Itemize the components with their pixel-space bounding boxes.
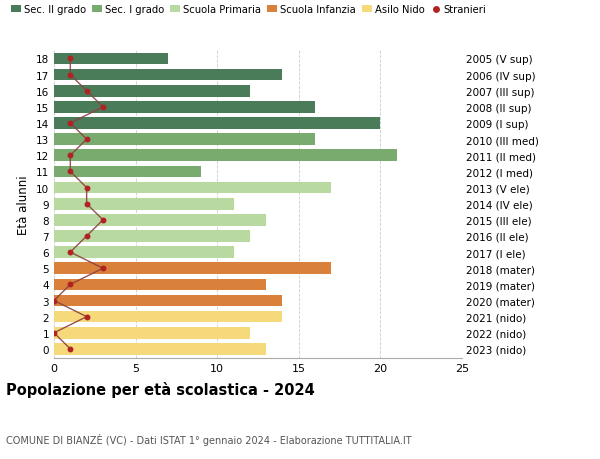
- Bar: [54, 343, 266, 355]
- Bar: [54, 327, 250, 339]
- Text: COMUNE DI BIANZÈ (VC) - Dati ISTAT 1° gennaio 2024 - Elaborazione TUTTITALIA.IT: COMUNE DI BIANZÈ (VC) - Dati ISTAT 1° ge…: [6, 433, 412, 445]
- Bar: [54, 118, 380, 129]
- Bar: [54, 134, 315, 146]
- Point: [65, 120, 75, 128]
- Point: [65, 249, 75, 256]
- Bar: [54, 295, 283, 307]
- Point: [82, 201, 91, 208]
- Point: [49, 297, 59, 304]
- Bar: [54, 102, 315, 113]
- Text: Popolazione per età scolastica - 2024: Popolazione per età scolastica - 2024: [6, 381, 315, 397]
- Bar: [54, 54, 168, 65]
- Bar: [54, 182, 331, 194]
- Point: [82, 88, 91, 95]
- Point: [82, 136, 91, 144]
- Bar: [54, 263, 331, 274]
- Point: [65, 346, 75, 353]
- Point: [98, 265, 108, 272]
- Point: [82, 233, 91, 240]
- Point: [98, 217, 108, 224]
- Bar: [54, 86, 250, 97]
- Bar: [54, 166, 201, 178]
- Point: [65, 152, 75, 160]
- Bar: [54, 279, 266, 291]
- Point: [98, 104, 108, 112]
- Bar: [54, 247, 233, 258]
- Bar: [54, 231, 250, 242]
- Bar: [54, 150, 397, 162]
- Bar: [54, 70, 283, 81]
- Bar: [54, 198, 233, 210]
- Y-axis label: Età alunni: Età alunni: [17, 174, 31, 234]
- Legend: Sec. II grado, Sec. I grado, Scuola Primaria, Scuola Infanzia, Asilo Nido, Stran: Sec. II grado, Sec. I grado, Scuola Prim…: [11, 5, 487, 15]
- Point: [82, 313, 91, 321]
- Point: [65, 168, 75, 176]
- Point: [65, 281, 75, 288]
- Point: [65, 72, 75, 79]
- Bar: [54, 311, 283, 323]
- Point: [49, 330, 59, 337]
- Bar: [54, 214, 266, 226]
- Point: [65, 56, 75, 63]
- Point: [82, 185, 91, 192]
